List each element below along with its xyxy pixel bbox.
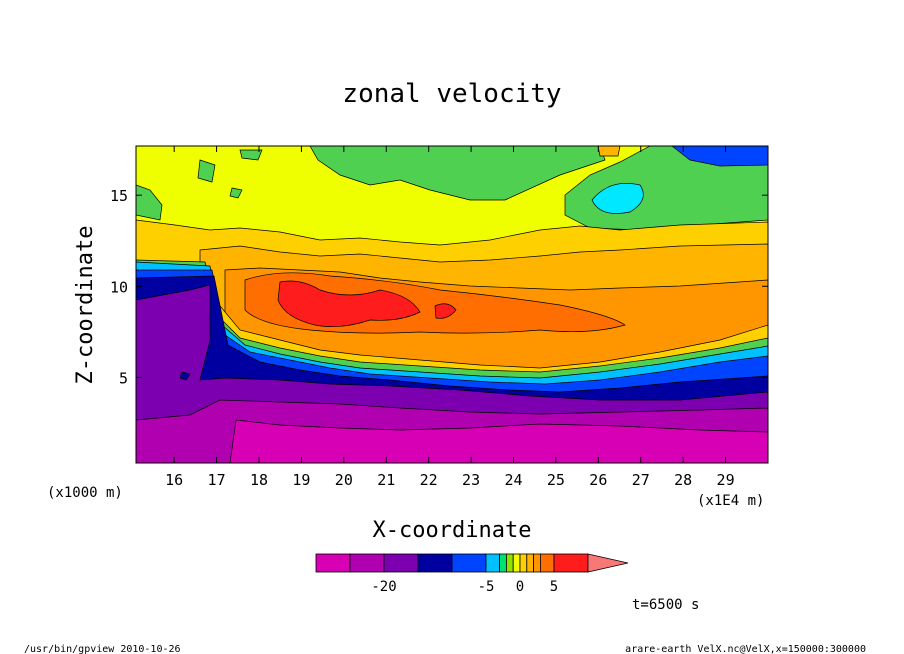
footer-left: /usr/bin/gpview 2010-10-26 [24,644,181,654]
footer-right: arare-earth_VelX.nc@VelX,x=150000:300000 [625,644,866,654]
colorbar-tick-label: -5 [478,579,495,595]
x-tick-label: 16 [165,471,183,489]
colorbar [315,553,629,573]
field-green-top [309,146,606,201]
x-tick-label: 21 [377,471,395,489]
chart-title: zonal velocity [342,79,561,109]
x-tick-label: 20 [335,471,353,489]
colorbar-segment [512,553,521,573]
y-axis-label: Z-coordinate [73,226,98,385]
field-green-spot1 [197,159,216,183]
colorbar-segment [451,553,487,573]
field-blue-top [671,146,768,167]
x-tick-label: 29 [717,471,735,489]
x-tick-label: 22 [420,471,438,489]
y-axis-ticks: 5 10 15 [110,187,768,387]
x-unit-label: (x1E4 m) [697,493,764,509]
field-green-spot4 [239,149,263,161]
x-tick-label: 17 [208,471,226,489]
colorbar-labels: -20 -5 0 5 [371,579,558,595]
x-axis-label: X-coordinate [373,518,532,543]
colorbar-tick-label: 0 [516,579,524,595]
field-cyan-patch [591,182,644,214]
y-tick-label: 15 [110,187,128,205]
colorbar-segment [499,553,507,573]
x-tick-label: 26 [589,471,607,489]
field-red-core [277,280,421,327]
field-navy-spot [179,371,191,381]
plot-frame [135,145,769,464]
colorbar-segment [505,553,514,573]
x-tick-label: 19 [292,471,310,489]
x-tick-label: 23 [462,471,480,489]
colorbar-segment [533,553,541,573]
y-tick-label: 5 [119,369,128,387]
x-tick-label: 24 [504,471,522,489]
y-tick-label: 10 [110,278,128,296]
colorbar-segment [315,553,351,573]
y-unit-label: (x1000 m) [47,485,123,501]
colorbar-segment [519,553,528,573]
contour-field [136,146,768,463]
x-axis-ticks: 16 17 18 19 20 21 22 23 24 25 26 27 28 29 [165,146,735,489]
colorbar-segment [417,553,453,573]
x-tick-label: 25 [547,471,565,489]
x-tick-label: 28 [674,471,692,489]
colorbar-segment [526,553,534,573]
colorbar-segment [540,553,555,573]
field-orange-top [597,146,621,157]
field-band-magenta [229,419,768,463]
colorbar-segment [383,553,419,573]
colorbar-segment [349,553,385,573]
colorbar-segment [553,553,589,573]
time-label: t=6500 s [632,597,699,613]
colorbar-tick-label: 5 [550,579,558,595]
x-tick-label: 27 [632,471,650,489]
colorbar-arrow [587,553,629,573]
colorbar-tick-label: -20 [371,579,396,595]
field-green-spot2 [229,187,243,199]
x-tick-label: 18 [250,471,268,489]
field-red-spot [434,303,457,319]
field-green-left [136,184,163,221]
colorbar-segment [485,553,501,573]
